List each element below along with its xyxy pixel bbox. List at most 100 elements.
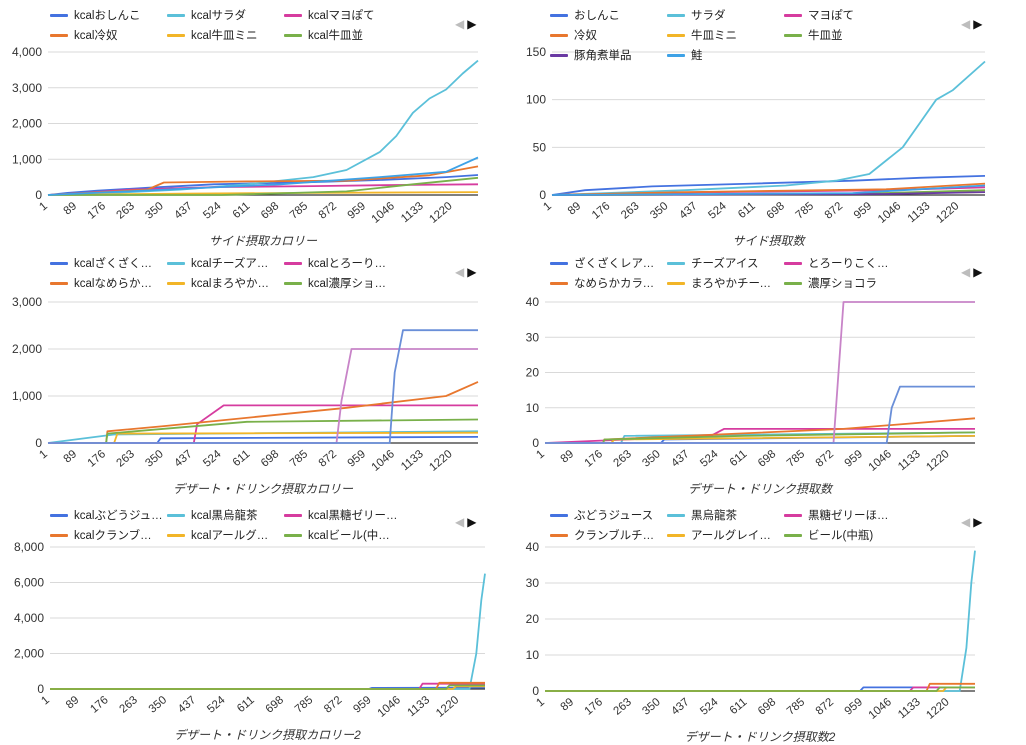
legend-item[interactable]: ぶどうジュース bbox=[550, 506, 665, 526]
x-tick-label: 872 bbox=[322, 694, 344, 716]
legend-label: アールグレイミ… bbox=[691, 530, 782, 542]
x-tick-label: 785 bbox=[293, 694, 315, 716]
legend-swatch bbox=[667, 34, 685, 38]
legend-item[interactable]: マヨぽて bbox=[784, 6, 899, 26]
legend-item[interactable]: kcalクランブ… bbox=[50, 526, 165, 546]
x-tick-label: 1220 bbox=[924, 448, 951, 474]
series-line-2 bbox=[50, 573, 486, 690]
series-line-6 bbox=[545, 686, 975, 692]
legend-prev-icon[interactable]: ◀ bbox=[455, 265, 465, 279]
legend-item[interactable]: kcal牛皿ミニ bbox=[167, 26, 282, 46]
legend-prev-icon[interactable]: ◀ bbox=[961, 17, 971, 31]
x-tick-label: 89 bbox=[566, 200, 584, 217]
series-line-7 bbox=[47, 156, 479, 196]
x-tick-label: 611 bbox=[736, 200, 758, 221]
x-tick-label: 437 bbox=[669, 448, 691, 470]
legend-item[interactable]: 濃厚ショコラ bbox=[784, 274, 899, 294]
legend-label: ビール(中瓶) bbox=[808, 530, 874, 542]
legend-next-icon[interactable]: ▶ bbox=[467, 265, 477, 279]
legend-item[interactable]: まろやかチーズ… bbox=[667, 274, 782, 294]
legend-item[interactable]: kcalまろやか… bbox=[167, 274, 282, 294]
x-tick-label: 1 bbox=[37, 448, 50, 461]
legend-item[interactable]: チーズアイス bbox=[667, 254, 782, 274]
x-tick-label: 437 bbox=[172, 448, 194, 470]
legend-prev-icon[interactable]: ◀ bbox=[455, 17, 465, 31]
x-tick-label: 1046 bbox=[867, 448, 894, 474]
legend-next-icon[interactable]: ▶ bbox=[973, 265, 983, 279]
legend-item[interactable]: kcalサラダ bbox=[167, 6, 282, 26]
x-tick-label: 89 bbox=[64, 694, 82, 711]
legend-item[interactable]: アールグレイミ… bbox=[667, 526, 782, 546]
y-tick-label: 0 bbox=[37, 682, 44, 696]
chart-panel-3: 0 1,000 2,000 3,000 1 89 176 263 350 437 524 611 698… bbox=[0, 248, 500, 496]
x-tick-label: 872 bbox=[814, 448, 836, 470]
legend-item[interactable]: 黒糖ゼリーほうじ茶… bbox=[784, 506, 899, 526]
legend-item[interactable]: kcalざくざく… bbox=[50, 254, 165, 274]
legend-item[interactable]: クランブルチー… bbox=[550, 526, 665, 546]
legend-item[interactable]: 牛皿ミニ bbox=[667, 26, 782, 46]
legend-item[interactable]: おしんこ bbox=[550, 6, 665, 26]
legend-item[interactable]: kcalビール(中… bbox=[284, 526, 399, 546]
x-tick-label: 1133 bbox=[896, 448, 923, 473]
legend-item[interactable]: kcalチーズア… bbox=[167, 254, 282, 274]
legend-next-icon[interactable]: ▶ bbox=[467, 515, 477, 529]
legend-item[interactable]: kcalぶどうジュ… bbox=[50, 506, 165, 526]
legend-next-icon[interactable]: ▶ bbox=[467, 17, 477, 31]
legend-item[interactable]: kcalなめらか… bbox=[50, 274, 165, 294]
legend-item[interactable]: サラダ bbox=[667, 6, 782, 26]
y-tick-label: 150 bbox=[526, 45, 546, 59]
x-tick-label: 611 bbox=[728, 448, 750, 469]
legend-next-icon[interactable]: ▶ bbox=[973, 17, 983, 31]
legend-item[interactable]: kcalアールグ… bbox=[167, 526, 282, 546]
legend-prev-icon[interactable]: ◀ bbox=[961, 515, 971, 529]
x-tick-label: 785 bbox=[794, 200, 816, 222]
y-tick-label: 1,000 bbox=[12, 152, 42, 166]
chart-svg: 0 2,000 4,000 6,000 8,000 1 89 176 263 350 437 524 6… bbox=[14, 540, 486, 720]
legend-label: 濃厚ショコラ bbox=[808, 278, 877, 290]
legend-next-icon[interactable]: ▶ bbox=[973, 515, 983, 529]
legend-item[interactable]: kcalおしんこ bbox=[50, 6, 165, 26]
legend-item[interactable]: なめらかカラメ… bbox=[550, 274, 665, 294]
legend-label: kcal黒烏龍茶 bbox=[191, 510, 258, 522]
x-tick-label: 176 bbox=[88, 694, 110, 716]
legend-item[interactable]: kcal黒烏龍茶 bbox=[167, 506, 282, 526]
legend-label: kcalまろやか… bbox=[191, 278, 269, 290]
legend-prev-icon[interactable]: ◀ bbox=[961, 265, 971, 279]
legend-pager: ◀ ▶ bbox=[958, 266, 982, 278]
x-tick-label: 176 bbox=[590, 200, 612, 222]
legend-item[interactable]: kcalマヨぽて bbox=[284, 6, 399, 26]
legend-item[interactable]: とろーりこくぶ… bbox=[784, 254, 899, 274]
legend-item[interactable]: kcalとろーり… bbox=[284, 254, 399, 274]
x-axis-title: デザート・ドリンク摂取数 bbox=[687, 482, 832, 496]
legend-item[interactable]: 黒烏龍茶 bbox=[667, 506, 782, 526]
y-tick-label: 0 bbox=[539, 188, 546, 202]
legend-prev-icon[interactable]: ◀ bbox=[455, 515, 465, 529]
legend-item[interactable]: 冷奴 bbox=[550, 26, 665, 46]
x-tick-label: 524 bbox=[201, 448, 224, 470]
x-tick-label: 524 bbox=[698, 696, 721, 718]
legend-label: kcalざくざく… bbox=[74, 258, 152, 270]
x-tick-label: 437 bbox=[669, 696, 691, 718]
legend-item[interactable]: kcal黒糖ゼリー… bbox=[284, 506, 399, 526]
legend-item[interactable]: kcal冷奴 bbox=[50, 26, 165, 46]
legend-label: kcalサラダ bbox=[191, 10, 246, 22]
legend-item[interactable]: 豚角煮単品 bbox=[550, 46, 665, 66]
legend-item[interactable]: 鮭 bbox=[667, 46, 782, 66]
legend-swatch bbox=[284, 262, 302, 266]
x-axis-title: デザート・ドリンク摂取数2 bbox=[684, 730, 836, 744]
legend-swatch bbox=[50, 262, 68, 266]
legend-item[interactable]: kcal濃厚ショ… bbox=[284, 274, 399, 294]
legend-item[interactable]: ざくざくレアチ… bbox=[550, 254, 665, 274]
legend-label: まろやかチーズ… bbox=[691, 278, 782, 290]
x-tick-label: 611 bbox=[231, 200, 253, 221]
x-tick-label: 959 bbox=[852, 200, 874, 222]
y-tick-label: 6,000 bbox=[14, 576, 44, 590]
legend-label: kcalアールグ… bbox=[191, 530, 269, 542]
x-tick-label: 263 bbox=[115, 200, 137, 222]
legend-item[interactable]: kcal牛皿並 bbox=[284, 26, 399, 46]
legend-swatch bbox=[284, 282, 302, 286]
legend-item[interactable]: 牛皿並 bbox=[784, 26, 899, 46]
x-tick-label: 350 bbox=[640, 448, 662, 470]
legend-item[interactable]: ビール(中瓶) bbox=[784, 526, 899, 546]
y-tick-label: 0 bbox=[532, 684, 539, 698]
